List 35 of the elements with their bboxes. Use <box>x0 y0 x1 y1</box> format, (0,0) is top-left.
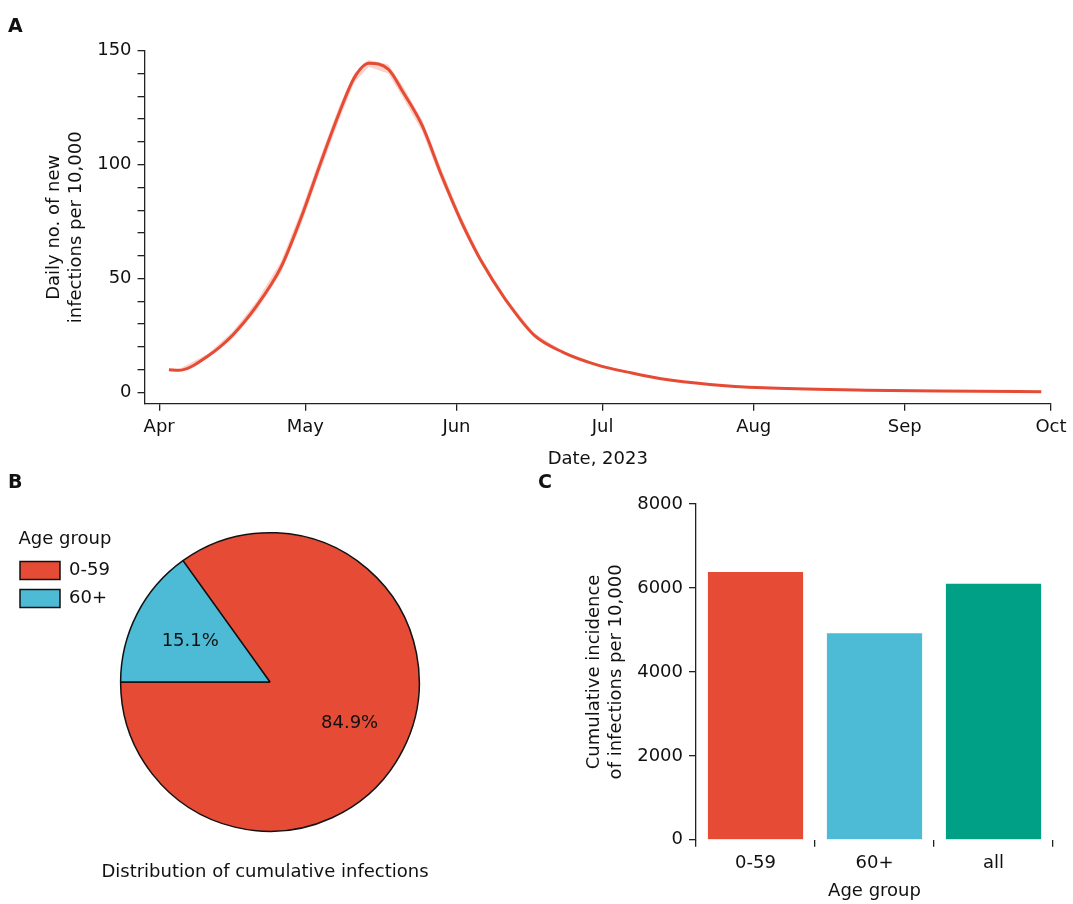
x-tick-label: Oct <box>1035 415 1067 437</box>
x-tick-label: Sep <box>887 415 922 437</box>
y-tick-label: 150 <box>97 38 132 60</box>
x-axis-title: Date, 2023 <box>547 446 648 468</box>
x-tick-label: Apr <box>143 415 176 437</box>
x-tick-label: Aug <box>736 415 772 437</box>
text: A <box>8 14 23 36</box>
legend-label: 0-59 <box>69 558 110 580</box>
text: Distribution of cumulative infections <box>100 860 430 881</box>
text: B <box>8 470 23 492</box>
y-tick-label: 50 <box>108 266 132 288</box>
y-tick-label: 0 <box>671 827 684 849</box>
bar <box>945 583 1042 840</box>
x-tick-label: 0-59 <box>735 851 776 873</box>
y-tick-label: 6000 <box>637 575 684 597</box>
y-tick-label: 100 <box>97 152 132 174</box>
text: C <box>538 470 552 492</box>
x-tick-label: all <box>982 851 1005 873</box>
bar <box>707 572 804 840</box>
x-tick-label: Jul <box>590 415 614 437</box>
y-tick-label: 2000 <box>637 743 684 765</box>
x-axis-title: Age group <box>828 878 921 900</box>
y-tick-label: 8000 <box>637 491 684 513</box>
x-tick-label: Jun <box>441 415 471 437</box>
legend-label: 60+ <box>69 586 107 608</box>
x-tick-label: 60+ <box>855 851 894 873</box>
y-tick-label: 4000 <box>637 659 684 681</box>
data-label: 84.9% <box>321 710 379 732</box>
data-label: 15.1% <box>161 628 219 650</box>
legend-title: Age group <box>18 526 112 548</box>
y-axis-title: Daily no. of new infections per 10,000 <box>42 131 86 324</box>
y-axis-title: Cumulative incidence of infections per 10,000 <box>582 564 626 780</box>
x-tick-label: May <box>286 415 325 437</box>
bar <box>826 633 923 840</box>
y-tick-label: 0 <box>120 380 132 402</box>
